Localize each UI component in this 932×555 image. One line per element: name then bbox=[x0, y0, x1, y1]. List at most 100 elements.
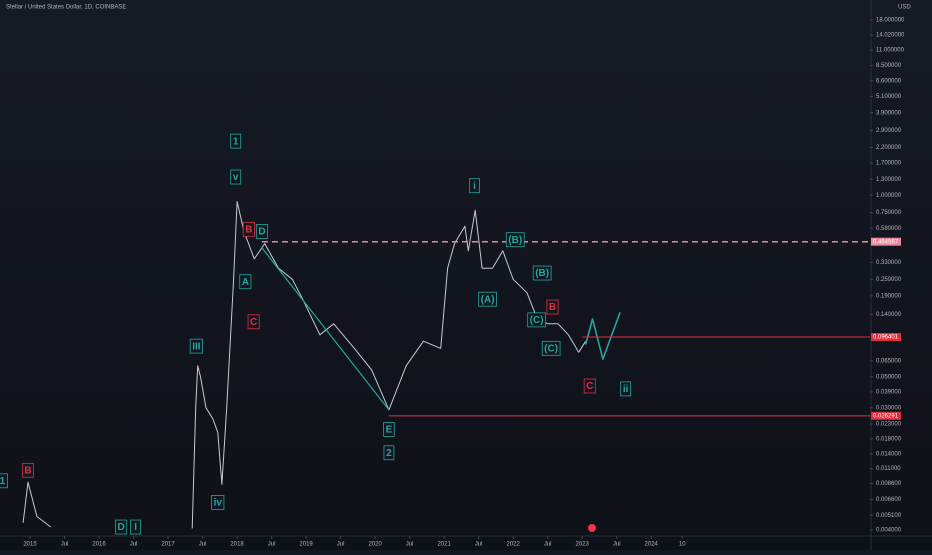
wave-label: (C) bbox=[541, 340, 561, 356]
wave-label-box bbox=[0, 473, 8, 489]
wave-label-box bbox=[583, 378, 596, 394]
wave-label-text: 1 bbox=[233, 136, 239, 147]
level-label-box bbox=[871, 333, 901, 342]
y-tick-label: 0.050000 bbox=[876, 374, 902, 380]
y-tick-label: 1.700000 bbox=[876, 161, 902, 167]
x-tick-label: 2024 bbox=[645, 542, 659, 548]
y-tick-label: 0.006600 bbox=[876, 497, 902, 503]
wave-label-box bbox=[541, 340, 561, 356]
wave-label-text: (B) bbox=[508, 235, 522, 246]
y-tick-label: 0.014000 bbox=[876, 452, 902, 458]
wave-label-text: (C) bbox=[530, 315, 544, 326]
x-tick-label: 2023 bbox=[576, 542, 590, 548]
level-label: 0.026291 bbox=[873, 413, 899, 419]
wave-label-text: i bbox=[473, 181, 476, 192]
x-tick-label: Jul bbox=[61, 542, 69, 548]
wave-label-text: iv bbox=[214, 498, 223, 509]
y-tick-label: 0.330000 bbox=[876, 260, 902, 266]
y-tick-label: 0.580000 bbox=[876, 226, 902, 232]
wave-label-box bbox=[21, 462, 34, 478]
x-tick-label: 2020 bbox=[368, 542, 382, 548]
wave-label: I bbox=[130, 519, 142, 535]
y-tick-label: 6.600000 bbox=[876, 78, 902, 84]
wave-label-box bbox=[527, 312, 546, 328]
y-tick-label: 0.018000 bbox=[876, 436, 902, 442]
wave-label-text: v bbox=[233, 172, 239, 183]
wave-label-text: (B) bbox=[535, 268, 549, 279]
y-tick-label: 11.000000 bbox=[876, 47, 905, 53]
wave-label-box bbox=[242, 221, 255, 237]
wave-label-box bbox=[532, 265, 552, 281]
y-tick-label: 14.020000 bbox=[876, 33, 905, 39]
wave-label: C bbox=[247, 314, 260, 330]
wave-label: E bbox=[383, 422, 395, 437]
trendline bbox=[261, 247, 390, 411]
wave-label-box bbox=[130, 519, 142, 535]
y-tick-label: 0.030000 bbox=[876, 405, 902, 411]
y-axis-label: USD bbox=[898, 5, 911, 11]
wave-label: B bbox=[546, 299, 559, 315]
wave-label-box bbox=[255, 224, 268, 239]
chart-title: Stellar / United States Dollar, 1D, COIN… bbox=[6, 5, 126, 11]
wave-label: A bbox=[239, 274, 252, 290]
wave-label-box bbox=[189, 338, 203, 354]
wave-label: iv bbox=[211, 495, 225, 510]
y-tick-label: 0.750000 bbox=[876, 210, 902, 216]
wave-label-box bbox=[620, 381, 632, 397]
wave-label: B bbox=[21, 462, 34, 478]
x-tick-label: 2022 bbox=[506, 542, 520, 548]
price-line bbox=[22, 481, 52, 528]
x-tick-label: 2015 bbox=[23, 542, 37, 548]
wave-label-box bbox=[383, 422, 395, 437]
wave-label-box bbox=[383, 445, 395, 461]
price-line bbox=[191, 201, 587, 529]
wave-label: C bbox=[583, 378, 596, 394]
y-tick-label: 18.000000 bbox=[876, 18, 905, 24]
wave-label-text: D bbox=[258, 227, 265, 238]
y-tick-label: 0.004000 bbox=[876, 528, 902, 534]
level-label-box bbox=[871, 411, 901, 420]
wave-label-box bbox=[247, 314, 260, 330]
x-tick-label: 10 bbox=[679, 542, 686, 548]
y-tick-label: 1.000000 bbox=[876, 193, 902, 199]
x-tick-label: Jul bbox=[613, 542, 621, 548]
wave-label-text: B bbox=[549, 302, 556, 313]
y-tick-label: 2.900000 bbox=[876, 128, 902, 134]
wave-label: (B) bbox=[505, 232, 525, 248]
wave-label-text: 2 bbox=[386, 448, 392, 459]
wave-label-box bbox=[211, 495, 225, 510]
wave-label-box bbox=[546, 299, 559, 315]
wave-label-text: E bbox=[386, 425, 393, 436]
wave-label-box bbox=[469, 178, 480, 194]
x-tick-label: 2017 bbox=[161, 542, 175, 548]
wave-label-box bbox=[478, 291, 497, 307]
x-tick-label: Jul bbox=[544, 542, 552, 548]
y-tick-label: 0.023000 bbox=[876, 422, 902, 428]
wave-label-text: ii bbox=[623, 384, 629, 395]
x-tick-label: 2021 bbox=[437, 542, 451, 548]
wave-label-text: (C) bbox=[544, 343, 558, 354]
wave-label-box bbox=[505, 232, 525, 248]
y-tick-label: 0.140000 bbox=[876, 312, 902, 318]
wave-label: ii bbox=[620, 381, 632, 397]
wave-label: B bbox=[242, 221, 255, 237]
wave-label-text: D bbox=[118, 522, 125, 533]
wave-label-text: (A) bbox=[481, 294, 495, 305]
x-tick-label: 2016 bbox=[92, 542, 106, 548]
y-tick-label: 0.011000 bbox=[876, 466, 901, 472]
x-tick-label: Jul bbox=[406, 542, 414, 548]
y-tick-label: 5.100000 bbox=[876, 94, 902, 100]
wave-label-text: C bbox=[250, 317, 257, 328]
event-icon[interactable] bbox=[588, 524, 596, 532]
x-tick-label: Jul bbox=[268, 542, 276, 548]
x-tick-label: Jul bbox=[475, 542, 483, 548]
wave-label: i bbox=[469, 178, 480, 194]
wave-label-text: I bbox=[134, 522, 137, 533]
y-tick-label: 1.300000 bbox=[876, 177, 902, 183]
wave-label: v bbox=[230, 169, 242, 185]
level-label: 0.096401 bbox=[873, 335, 899, 341]
wave-label-box bbox=[115, 519, 128, 535]
x-tick-label: Jul bbox=[199, 542, 207, 548]
